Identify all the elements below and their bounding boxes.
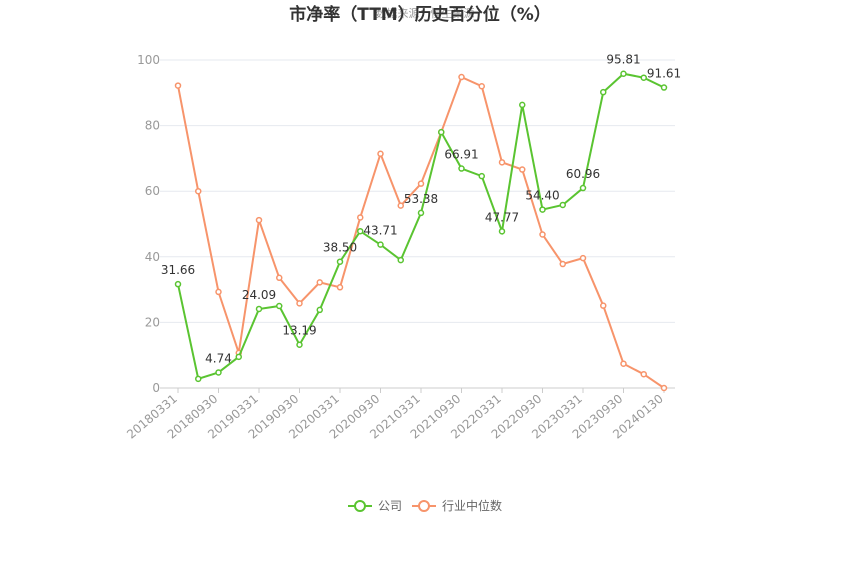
data-point[interactable] xyxy=(397,256,404,264)
data-point[interactable] xyxy=(579,184,587,192)
data-label: 66.91 xyxy=(444,148,478,162)
data-point[interactable] xyxy=(498,228,506,235)
data-label: 4.74 xyxy=(205,351,232,365)
data-label: 54.40 xyxy=(525,189,559,203)
data-point[interactable] xyxy=(458,165,465,172)
data-point[interactable] xyxy=(417,209,425,217)
data-point[interactable] xyxy=(458,73,465,81)
data-point[interactable] xyxy=(620,70,627,77)
data-labels: 31.66 4.74 24.09 13.19 38.50 43.71 53.38 66.91 4… xyxy=(161,53,681,366)
data-point[interactable] xyxy=(660,384,668,392)
data-point[interactable] xyxy=(519,166,526,173)
data-point[interactable] xyxy=(417,180,425,187)
data-point[interactable] xyxy=(559,201,566,209)
data-point[interactable] xyxy=(215,369,222,376)
chart-source: 数据来源：恒生聚源 xyxy=(376,6,475,20)
data-point[interactable] xyxy=(255,216,263,224)
series-0 xyxy=(174,70,668,383)
data-label: 91.61 xyxy=(647,67,681,81)
data-point[interactable] xyxy=(357,227,364,235)
data-label: 24.09 xyxy=(242,288,276,302)
data-point[interactable] xyxy=(539,231,546,238)
data-point[interactable] xyxy=(478,172,485,180)
y-tick-label: 100 xyxy=(137,53,160,67)
data-label: 53.38 xyxy=(404,192,438,206)
data-point[interactable] xyxy=(316,306,323,314)
data-point[interactable] xyxy=(215,288,222,296)
legend-marker xyxy=(418,500,430,512)
data-point[interactable] xyxy=(620,360,627,367)
data-label: 43.71 xyxy=(363,224,397,238)
data-point[interactable] xyxy=(195,375,202,383)
data-label: 38.50 xyxy=(323,241,357,255)
x-axis: 2018033120180930201903312019093020200331… xyxy=(124,388,666,442)
data-point[interactable] xyxy=(539,206,546,213)
series-layer xyxy=(174,70,668,392)
y-tick-label: 80 xyxy=(145,119,160,133)
y-axis: 0 20 40 60 80 100 xyxy=(137,53,160,395)
data-point[interactable] xyxy=(316,279,323,286)
data-point[interactable] xyxy=(559,260,566,268)
data-point[interactable] xyxy=(174,280,182,288)
data-point[interactable] xyxy=(478,82,485,90)
data-label: 13.19 xyxy=(282,324,316,338)
data-point[interactable] xyxy=(276,302,283,310)
y-tick-label: 40 xyxy=(145,250,160,264)
data-point[interactable] xyxy=(276,274,283,282)
legend-item-0[interactable]: 公司 xyxy=(348,499,402,513)
data-point[interactable] xyxy=(255,305,263,313)
series-line xyxy=(177,75,665,389)
data-point[interactable] xyxy=(357,214,364,221)
series-line xyxy=(177,72,665,381)
data-point[interactable] xyxy=(498,159,506,166)
series-1 xyxy=(174,73,668,392)
legend-label: 公司 xyxy=(378,499,402,513)
data-label: 60.96 xyxy=(566,167,600,181)
data-point[interactable] xyxy=(640,370,647,378)
data-label: 31.66 xyxy=(161,263,195,277)
legend: 公司 行业中位数 xyxy=(348,498,502,513)
legend-item-1[interactable]: 行业中位数 xyxy=(412,498,502,513)
data-label: 95.81 xyxy=(606,53,640,67)
data-point[interactable] xyxy=(438,128,445,136)
data-point[interactable] xyxy=(174,82,182,89)
data-point[interactable] xyxy=(660,84,668,91)
data-point[interactable] xyxy=(336,284,344,291)
data-point[interactable] xyxy=(377,150,384,158)
data-point[interactable] xyxy=(519,101,526,109)
data-point[interactable] xyxy=(640,74,647,81)
data-point[interactable] xyxy=(579,254,587,262)
data-label: 47.77 xyxy=(485,210,519,224)
legend-marker xyxy=(354,500,366,512)
grid xyxy=(160,59,675,389)
data-point[interactable] xyxy=(235,353,242,361)
y-tick-label: 0 xyxy=(152,381,160,395)
data-point[interactable] xyxy=(296,300,303,307)
y-tick-label: 20 xyxy=(145,315,160,329)
data-point[interactable] xyxy=(377,241,384,248)
data-point[interactable] xyxy=(397,202,404,209)
data-point[interactable] xyxy=(195,187,202,195)
data-point[interactable] xyxy=(336,258,344,265)
legend-label: 行业中位数 xyxy=(442,498,502,513)
data-point[interactable] xyxy=(296,341,303,348)
data-point[interactable] xyxy=(600,302,607,309)
data-point[interactable] xyxy=(600,88,607,96)
chart-title: 市净率（TTM）历史百分位（%） xyxy=(289,4,551,25)
y-tick-label: 60 xyxy=(145,184,160,198)
